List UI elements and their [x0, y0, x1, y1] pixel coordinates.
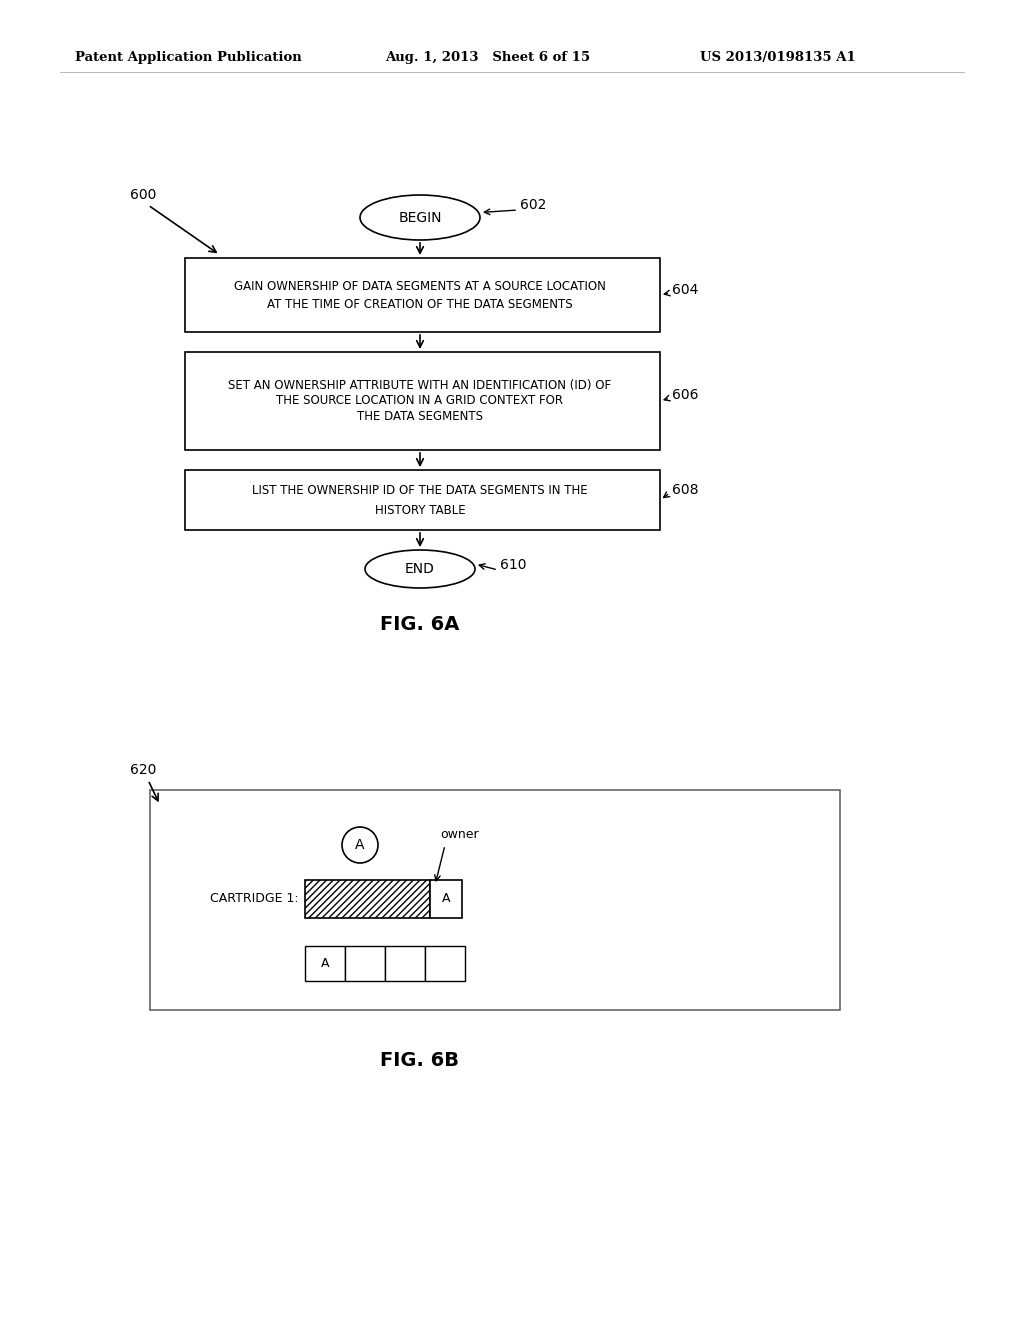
Text: US 2013/0198135 A1: US 2013/0198135 A1	[700, 51, 856, 65]
Text: AT THE TIME OF CREATION OF THE DATA SEGMENTS: AT THE TIME OF CREATION OF THE DATA SEGM…	[267, 298, 572, 312]
Bar	[185, 352, 660, 450]
Text: 610: 610	[500, 558, 526, 572]
Text: BEGIN: BEGIN	[398, 210, 441, 224]
Text: FIG. 6A: FIG. 6A	[380, 615, 460, 635]
Text: 602: 602	[520, 198, 547, 213]
Text: SET AN OWNERSHIP ATTRIBUTE WITH AN IDENTIFICATION (ID) OF: SET AN OWNERSHIP ATTRIBUTE WITH AN IDENT…	[228, 379, 611, 392]
Text: A: A	[321, 957, 330, 970]
Text: A: A	[355, 838, 365, 851]
Text: A: A	[441, 892, 451, 906]
Text: 620: 620	[130, 763, 157, 777]
Bar	[185, 257, 660, 333]
Text: GAIN OWNERSHIP OF DATA SEGMENTS AT A SOURCE LOCATION: GAIN OWNERSHIP OF DATA SEGMENTS AT A SOU…	[234, 281, 606, 293]
Text: LIST THE OWNERSHIP ID OF THE DATA SEGMENTS IN THE: LIST THE OWNERSHIP ID OF THE DATA SEGMEN…	[252, 483, 588, 496]
Text: END: END	[406, 562, 435, 576]
Bar	[345, 946, 385, 981]
Text: Patent Application Publication: Patent Application Publication	[75, 51, 302, 65]
Ellipse shape	[365, 550, 475, 587]
Bar	[150, 789, 840, 1010]
Bar	[425, 946, 465, 981]
Text: 600: 600	[130, 187, 157, 202]
Text: 608: 608	[672, 483, 698, 498]
Ellipse shape	[360, 195, 480, 240]
Text: 606: 606	[672, 388, 698, 403]
Bar	[185, 470, 660, 531]
Text: CARTRIDGE 1:: CARTRIDGE 1:	[210, 892, 299, 906]
Circle shape	[342, 828, 378, 863]
Bar	[430, 880, 462, 917]
Text: THE DATA SEGMENTS: THE DATA SEGMENTS	[357, 411, 483, 424]
Bar	[305, 946, 345, 981]
Bar	[305, 880, 430, 917]
Text: owner: owner	[440, 829, 478, 842]
Bar	[385, 946, 425, 981]
Text: 604: 604	[672, 282, 698, 297]
Text: Aug. 1, 2013   Sheet 6 of 15: Aug. 1, 2013 Sheet 6 of 15	[385, 51, 590, 65]
Text: THE SOURCE LOCATION IN A GRID CONTEXT FOR: THE SOURCE LOCATION IN A GRID CONTEXT FO…	[276, 395, 563, 408]
Text: HISTORY TABLE: HISTORY TABLE	[375, 503, 465, 516]
Text: FIG. 6B: FIG. 6B	[381, 1051, 460, 1069]
